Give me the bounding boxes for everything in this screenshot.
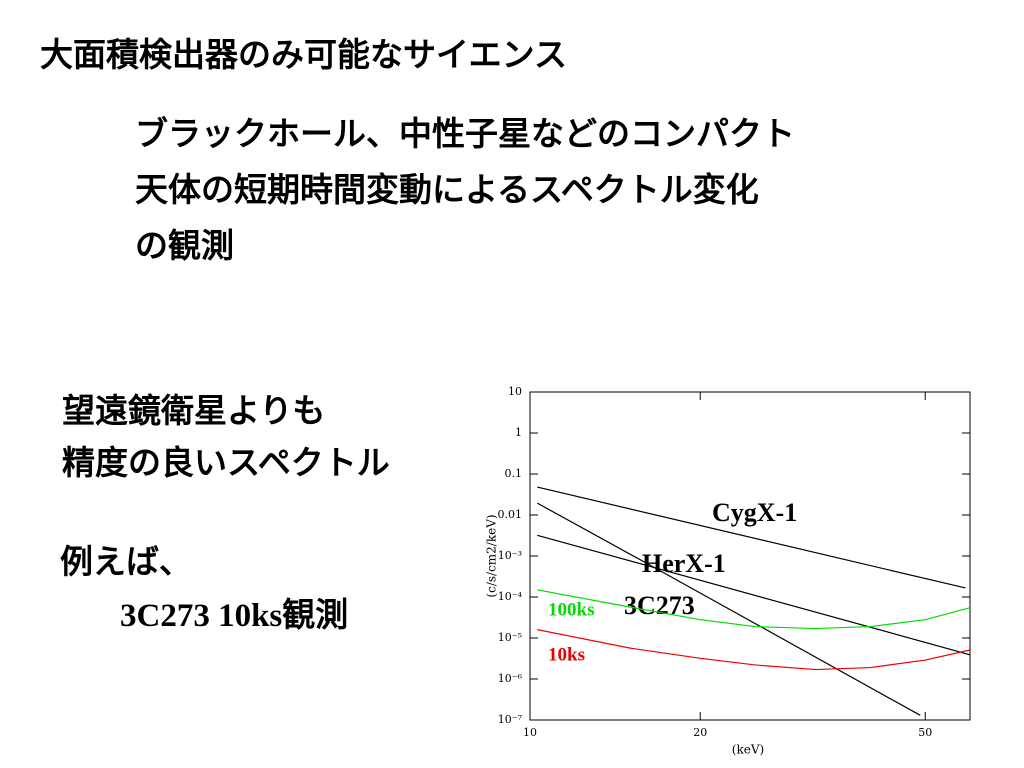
main-point: ブラックホール、中性子星などのコンパクト 天体の短期時間変動によるスペクトル変化…: [135, 106, 795, 274]
text-line: の観測: [135, 226, 234, 265]
y-tick-label: 10⁻⁷: [498, 713, 523, 726]
y-tick-label: 10: [508, 385, 522, 398]
example: 3C273 10ks観測: [120, 598, 349, 634]
x-tick-label: 10: [523, 726, 537, 739]
series-line: [537, 589, 971, 630]
series-label: 10ks: [548, 644, 585, 665]
y-tick-label: 10⁻⁶: [498, 672, 523, 685]
x-axis-label: (keV): [732, 743, 764, 757]
slide-title: 大面積検出器のみ可能なサイエンス: [40, 35, 568, 74]
series-label: CygX-1: [712, 498, 797, 527]
series-line: [537, 629, 971, 671]
y-tick-label: 10⁻⁴: [498, 590, 523, 603]
y-axis-label: (c/s/cm2/keV): [485, 514, 499, 597]
text-line: ブラックホール、中性子星などのコンパクト: [135, 114, 795, 153]
x-tick-label: 50: [918, 726, 932, 739]
series-line: [537, 534, 971, 656]
series-label: HerX-1: [642, 549, 726, 578]
text-line: 精度の良いスペクトル: [62, 443, 390, 482]
y-tick-label: 10⁻³: [498, 549, 522, 562]
text-line: 天体の短期時間変動によるスペクトル変化: [135, 170, 759, 209]
series-line: [537, 486, 966, 589]
plot-frame: [529, 391, 971, 721]
y-tick-label: 1: [515, 426, 522, 439]
example: 例えば、: [60, 542, 192, 581]
y-tick-label: 0.1: [505, 467, 523, 480]
text-line: 望遠鏡衛星よりも: [62, 391, 326, 430]
series-label: 100ks: [548, 599, 594, 620]
y-tick-label: 10⁻⁵: [498, 631, 522, 644]
y-tick-label: 0.01: [498, 508, 523, 521]
series-label: 3C273: [624, 591, 695, 620]
series-line: [536, 502, 921, 716]
note: 望遠鏡衛星よりも 精度の良いスペクトル: [62, 385, 390, 489]
x-tick-label: 20: [693, 726, 707, 739]
